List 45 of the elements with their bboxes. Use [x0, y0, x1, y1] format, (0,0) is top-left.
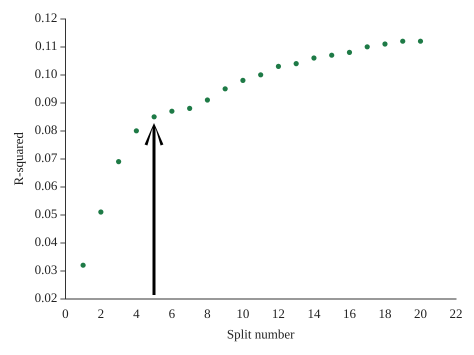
x-tick-label: 12: [272, 306, 285, 322]
x-axis-title: Split number: [226, 326, 296, 342]
x-tick-label: 2: [98, 306, 104, 322]
x-tick-label: 10: [236, 306, 250, 322]
point: [311, 55, 317, 61]
y-tick-label: 0.04: [34, 234, 58, 250]
x-tick-label: 20: [414, 306, 427, 322]
x-tick-label: 14: [307, 306, 321, 322]
point: [134, 128, 139, 134]
point: [152, 114, 157, 120]
x-tick-label: 4: [133, 306, 140, 322]
point: [222, 86, 228, 92]
point: [346, 50, 352, 55]
point: [187, 106, 192, 111]
point: [80, 262, 86, 268]
point: [418, 38, 424, 44]
y-tick-label: 0.10: [34, 66, 58, 82]
point: [382, 41, 388, 47]
y-tick-label: 0.07: [34, 150, 58, 166]
point: [329, 52, 334, 58]
y-tick-label: 0.05: [34, 206, 58, 222]
point: [400, 38, 406, 44]
point: [276, 64, 282, 69]
y-tick-label: 0.06: [34, 178, 58, 194]
x-tick-label: 8: [204, 306, 211, 322]
y-axis-title: R-squared: [11, 132, 26, 186]
point: [116, 159, 122, 164]
point: [204, 97, 210, 103]
x-tick-label: 0: [62, 306, 69, 322]
y-tick-label: 0.09: [34, 94, 58, 110]
point: [98, 209, 104, 215]
y-tick-label: 0.03: [34, 262, 58, 278]
x-tick-label: 18: [378, 306, 392, 322]
point: [258, 72, 264, 78]
point: [240, 78, 246, 83]
y-tick-label: 0.02: [34, 290, 58, 306]
point: [294, 61, 299, 66]
x-tick-label: 22: [450, 306, 462, 322]
x-tick-label: 16: [342, 306, 356, 322]
y-tick-label: 0.12: [34, 10, 58, 26]
y-tick-label: 0.08: [34, 122, 58, 138]
point: [169, 108, 174, 114]
x-tick-label: 6: [168, 306, 176, 322]
point: [364, 44, 370, 50]
y-tick-label: 0.11: [35, 38, 58, 54]
